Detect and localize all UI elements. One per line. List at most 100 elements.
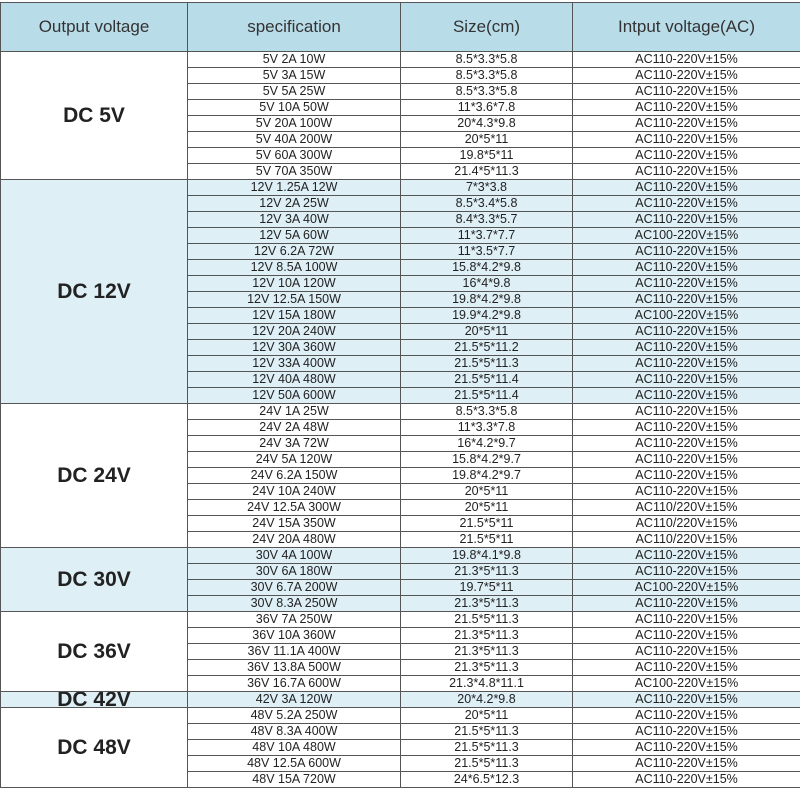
- specification: 5V 10A 50W: [188, 100, 401, 116]
- voltage-group: DC 42V: [1, 692, 188, 708]
- specification: 12V 3A 40W: [188, 212, 401, 228]
- size: 19.8*5*11: [401, 148, 573, 164]
- header-cell: Intput voltage(AC): [573, 3, 800, 52]
- specification: 24V 2A 48W: [188, 420, 401, 436]
- input-voltage: AC110-220V±15%: [573, 612, 800, 628]
- specification: 24V 15A 350W: [188, 516, 401, 532]
- input-voltage: AC110-220V±15%: [573, 132, 800, 148]
- voltage-group: DC 12V: [1, 180, 188, 404]
- size: 8.5*3.3*5.8: [401, 68, 573, 84]
- specification: 5V 20A 100W: [188, 116, 401, 132]
- specification: 12V 5A 60W: [188, 228, 401, 244]
- input-voltage: AC110-220V±15%: [573, 340, 800, 356]
- input-voltage: AC110-220V±15%: [573, 596, 800, 612]
- specification: 36V 13.8A 500W: [188, 660, 401, 676]
- size: 20*5*11: [401, 324, 573, 340]
- size: 15.8*4.2*9.8: [401, 260, 573, 276]
- specification: 24V 10A 240W: [188, 484, 401, 500]
- specification: 12V 10A 120W: [188, 276, 401, 292]
- size: 19.7*5*11: [401, 580, 573, 596]
- size: 20*4.3*9.8: [401, 116, 573, 132]
- input-voltage: AC110-220V±15%: [573, 740, 800, 756]
- specification: 42V 3A 120W: [188, 692, 401, 708]
- specification: 5V 40A 200W: [188, 132, 401, 148]
- input-voltage: AC100-220V±15%: [573, 676, 800, 692]
- specification: 12V 2A 25W: [188, 196, 401, 212]
- specification: 5V 60A 300W: [188, 148, 401, 164]
- size: 21.5*5*11.2: [401, 340, 573, 356]
- specification: 24V 3A 72W: [188, 436, 401, 452]
- input-voltage: AC110-220V±15%: [573, 180, 800, 196]
- input-voltage: AC110-220V±15%: [573, 452, 800, 468]
- input-voltage: AC110-220V±15%: [573, 468, 800, 484]
- size: 21.4*5*11.3: [401, 164, 573, 180]
- specification: 24V 12.5A 300W: [188, 500, 401, 516]
- size: 8.4*3.3*5.7: [401, 212, 573, 228]
- input-voltage: AC110-220V±15%: [573, 260, 800, 276]
- input-voltage: AC110-220V±15%: [573, 644, 800, 660]
- specification: 36V 10A 360W: [188, 628, 401, 644]
- input-voltage: AC110-220V±15%: [573, 116, 800, 132]
- header-cell: Size(cm): [401, 3, 573, 52]
- input-voltage: AC110-220V±15%: [573, 436, 800, 452]
- size: 8.5*3.4*5.8: [401, 196, 573, 212]
- input-voltage: AC110-220V±15%: [573, 324, 800, 340]
- size: 20*5*11: [401, 500, 573, 516]
- input-voltage: AC110/220V±15%: [573, 500, 800, 516]
- specification: 12V 20A 240W: [188, 324, 401, 340]
- specification: 48V 12.5A 600W: [188, 756, 401, 772]
- input-voltage: AC110-220V±15%: [573, 196, 800, 212]
- size: 15.8*4.2*9.7: [401, 452, 573, 468]
- specification: 12V 6.2A 72W: [188, 244, 401, 260]
- input-voltage: AC100-220V±15%: [573, 308, 800, 324]
- size: 21.3*5*11.3: [401, 660, 573, 676]
- size: 8.5*3.3*5.8: [401, 84, 573, 100]
- size: 21.5*5*11: [401, 516, 573, 532]
- input-voltage: AC110/220V±15%: [573, 532, 800, 548]
- specification: 30V 4A 100W: [188, 548, 401, 564]
- specification: 5V 2A 10W: [188, 52, 401, 68]
- input-voltage: AC110-220V±15%: [573, 372, 800, 388]
- voltage-group: DC 24V: [1, 404, 188, 548]
- size: 11*3.5*7.7: [401, 244, 573, 260]
- header-cell: Output voltage: [1, 3, 188, 52]
- specification: 12V 30A 360W: [188, 340, 401, 356]
- size: 20*4.2*9.8: [401, 692, 573, 708]
- size: 7*3*3.8: [401, 180, 573, 196]
- input-voltage: AC110-220V±15%: [573, 756, 800, 772]
- size: 19.9*4.2*9.8: [401, 308, 573, 324]
- input-voltage: AC110-220V±15%: [573, 276, 800, 292]
- input-voltage: AC110-220V±15%: [573, 628, 800, 644]
- specification: 5V 3A 15W: [188, 68, 401, 84]
- specification: 12V 15A 180W: [188, 308, 401, 324]
- input-voltage: AC110-220V±15%: [573, 660, 800, 676]
- specification: 24V 5A 120W: [188, 452, 401, 468]
- voltage-group: DC 30V: [1, 548, 188, 612]
- specification: 12V 33A 400W: [188, 356, 401, 372]
- size: 21.5*5*11.3: [401, 724, 573, 740]
- specification: 24V 20A 480W: [188, 532, 401, 548]
- input-voltage: AC110-220V±15%: [573, 84, 800, 100]
- specification: 30V 6.7A 200W: [188, 580, 401, 596]
- input-voltage: AC110-220V±15%: [573, 212, 800, 228]
- size: 20*5*11: [401, 708, 573, 724]
- input-voltage: AC110-220V±15%: [573, 564, 800, 580]
- input-voltage: AC100-220V±15%: [573, 580, 800, 596]
- voltage-group: DC 36V: [1, 612, 188, 692]
- header-cell: specification: [188, 3, 401, 52]
- size: 20*5*11: [401, 484, 573, 500]
- size: 16*4.2*9.7: [401, 436, 573, 452]
- input-voltage: AC110-220V±15%: [573, 244, 800, 260]
- specification: 36V 7A 250W: [188, 612, 401, 628]
- size: 21.3*5*11.3: [401, 628, 573, 644]
- input-voltage: AC110-220V±15%: [573, 548, 800, 564]
- size: 20*5*11: [401, 132, 573, 148]
- size: 8.5*3.3*5.8: [401, 52, 573, 68]
- specification: 48V 8.3A 400W: [188, 724, 401, 740]
- specification: 5V 5A 25W: [188, 84, 401, 100]
